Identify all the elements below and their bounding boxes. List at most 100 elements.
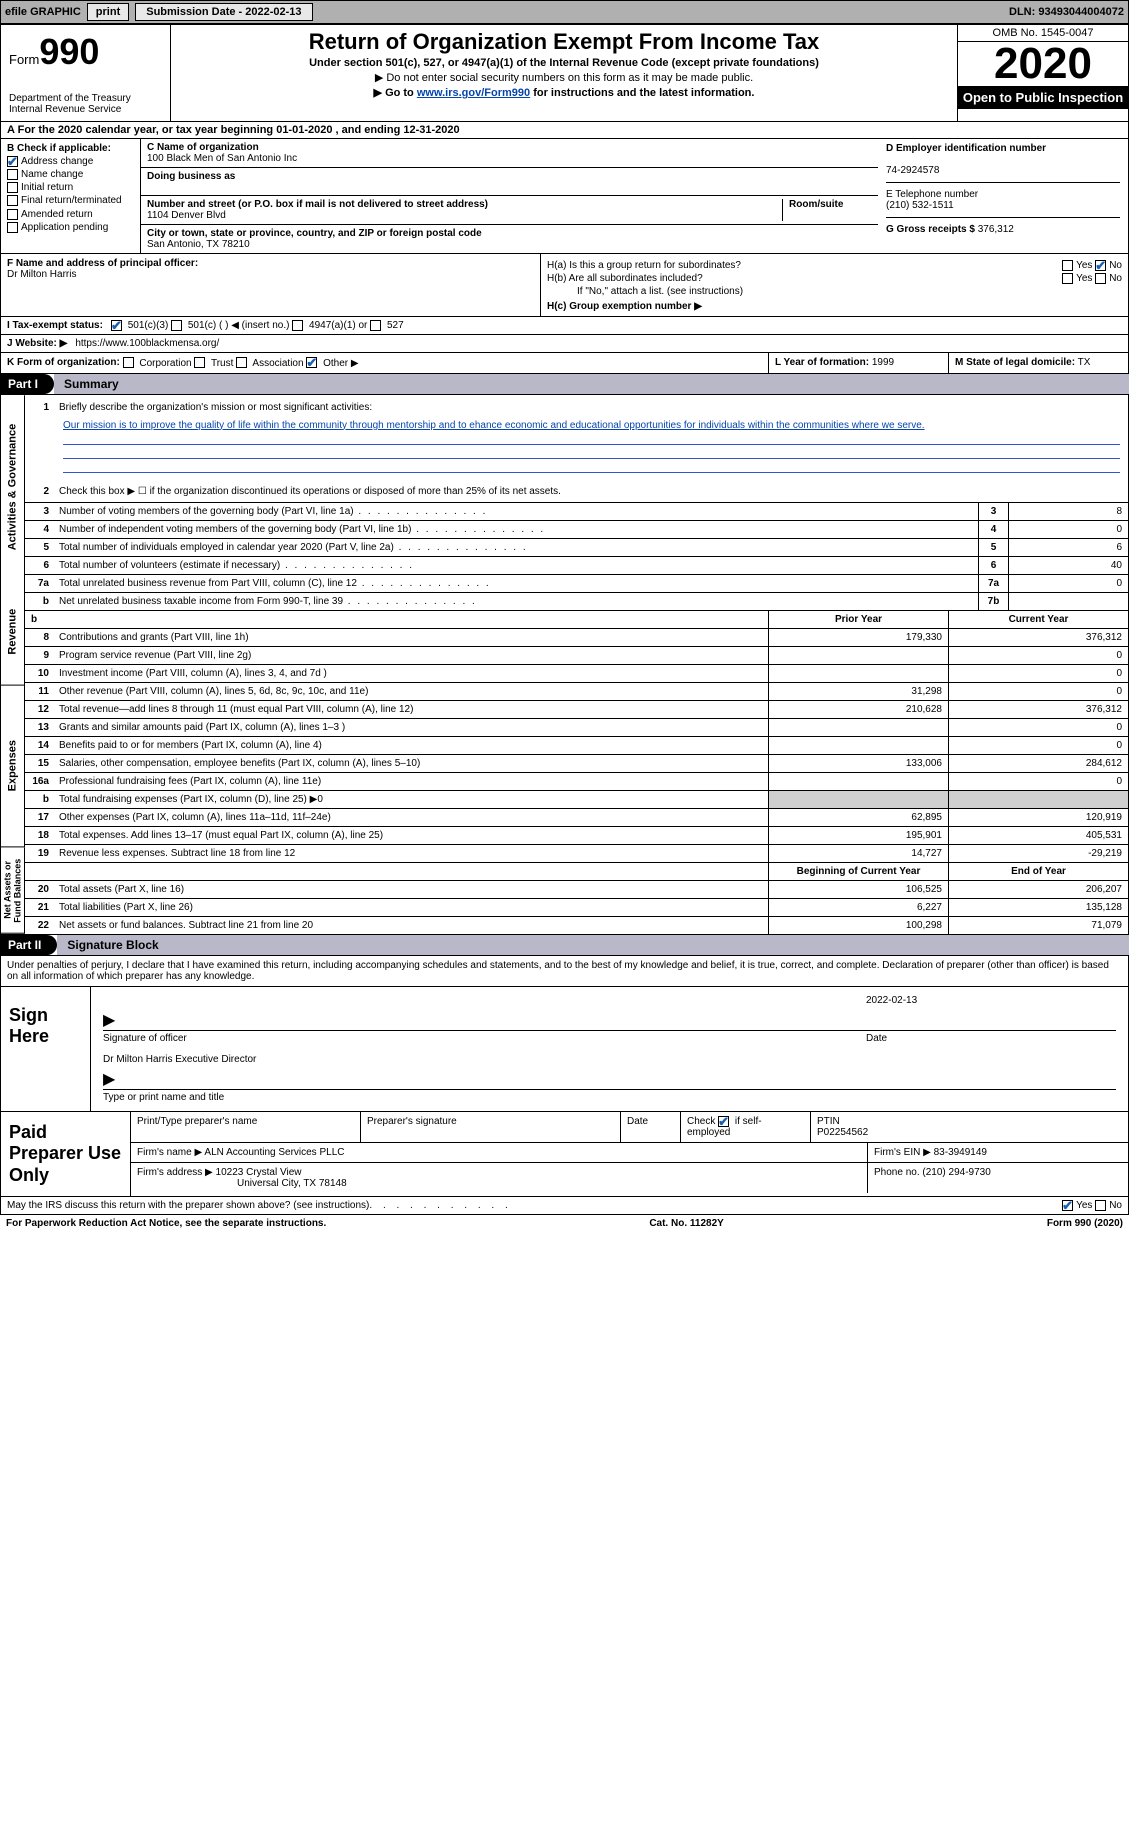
open-inspection: Open to Public Inspection — [958, 86, 1128, 109]
line-value: 40 — [1008, 557, 1128, 574]
line-text: Number of independent voting members of … — [55, 521, 978, 538]
gross-value: 376,312 — [978, 224, 1014, 235]
box-c: C Name of organization100 Black Men of S… — [141, 139, 878, 253]
sign-here-label: Sign Here — [1, 987, 91, 1111]
line-value: 6 — [1008, 539, 1128, 556]
side-governance: Activities & Governance — [1, 395, 25, 578]
current-value: 0 — [948, 665, 1128, 682]
print-button[interactable]: print — [87, 3, 129, 21]
prior-value: 179,330 — [768, 629, 948, 646]
ha-yes-checkbox[interactable] — [1062, 260, 1073, 271]
discuss-yes-checkbox[interactable] — [1062, 1200, 1073, 1211]
line-box: 5 — [978, 539, 1008, 556]
officer-printed-name: Dr Milton Harris Executive Director — [103, 1054, 1116, 1065]
form-footer: Form 990 (2020) — [1047, 1218, 1123, 1229]
form-org-checkbox[interactable] — [123, 357, 134, 368]
box-b-checkbox[interactable] — [7, 156, 18, 167]
line-2-text: Check this box ▶ ☐ if the organization d… — [55, 483, 1128, 500]
data-row: 10Investment income (Part VIII, column (… — [25, 664, 1128, 682]
dept-treasury: Department of the Treasury — [9, 93, 162, 104]
form-org-checkbox[interactable] — [306, 357, 317, 368]
box-b-item: Amended return — [7, 209, 134, 220]
ha-no-checkbox[interactable] — [1095, 260, 1106, 271]
mission-text: Our mission is to improve the quality of… — [63, 420, 925, 431]
current-value: 0 — [948, 647, 1128, 664]
subtitle-3: ▶ Go to www.irs.gov/Form990 for instruct… — [181, 86, 947, 99]
self-employed-checkbox[interactable] — [718, 1116, 729, 1127]
box-b-checkbox[interactable] — [7, 182, 18, 193]
addr-label: Number and street (or P.O. box if mail i… — [147, 199, 488, 210]
firm-name-cell: Firm's name ▶ ALN Accounting Services PL… — [131, 1143, 868, 1162]
current-value — [948, 791, 1128, 808]
current-value: 206,207 — [948, 881, 1128, 898]
header-left: Form990 Department of the Treasury Inter… — [1, 25, 171, 121]
part-1-header: Part I Summary — [0, 374, 1129, 394]
tax-status-checkbox[interactable] — [370, 320, 381, 331]
prior-value — [768, 791, 948, 808]
hb-label: H(b) Are all subordinates included? — [547, 273, 703, 284]
prior-value: 106,525 — [768, 881, 948, 898]
current-year-hdr: Current Year — [948, 611, 1128, 628]
prior-value: 14,727 — [768, 845, 948, 862]
form-org-checkbox[interactable] — [236, 357, 247, 368]
discuss-no-checkbox[interactable] — [1095, 1200, 1106, 1211]
box-b-title: B Check if applicable: — [7, 143, 134, 154]
line-num: 6 — [25, 557, 55, 574]
line-value: 8 — [1008, 503, 1128, 520]
firm-phone-cell: Phone no. (210) 294-9730 — [868, 1163, 1128, 1193]
sign-here-block: Sign Here 2022-02-13 ▶ Signature of offi… — [0, 986, 1129, 1112]
box-b-item: Initial return — [7, 182, 134, 193]
ptin-cell: PTINP02254562 — [811, 1112, 1128, 1142]
summary-content: 1 Briefly describe the organization's mi… — [25, 395, 1128, 934]
box-b-checkbox[interactable] — [7, 222, 18, 233]
form-org-checkbox[interactable] — [194, 357, 205, 368]
current-value: 405,531 — [948, 827, 1128, 844]
box-f: F Name and address of principal officer:… — [1, 254, 541, 316]
sig-officer-label: Signature of officer — [103, 1033, 866, 1044]
tax-status-label: I Tax-exempt status: — [7, 320, 103, 331]
current-value: 376,312 — [948, 701, 1128, 718]
data-row: 11Other revenue (Part VIII, column (A), … — [25, 682, 1128, 700]
rev-cols-header: b Prior Year Current Year — [25, 610, 1128, 628]
prior-value: 31,298 — [768, 683, 948, 700]
section-a-text: For the 2020 calendar year, or tax year … — [18, 124, 460, 136]
box-b-checkbox[interactable] — [7, 169, 18, 180]
line-box: 7b — [978, 593, 1008, 610]
current-value: 284,612 — [948, 755, 1128, 772]
irs-link[interactable]: www.irs.gov/Form990 — [417, 87, 530, 99]
mission-block: Our mission is to improve the quality of… — [25, 416, 1128, 481]
discuss-question: May the IRS discuss this return with the… — [7, 1200, 369, 1211]
part-1-body: Activities & Governance Revenue Expenses… — [0, 394, 1129, 935]
firm-addr-cell: Firm's address ▶ 10223 Crystal ViewUnive… — [131, 1163, 868, 1193]
line-text: Total unrelated business revenue from Pa… — [55, 575, 978, 592]
data-row: 21Total liabilities (Part X, line 26)6,2… — [25, 898, 1128, 916]
officer-label: F Name and address of principal officer: — [7, 258, 198, 269]
street-addr: 1104 Denver Blvd — [147, 210, 226, 221]
current-value: 0 — [948, 683, 1128, 700]
box-b-item: Name change — [7, 169, 134, 180]
firm-ein-cell: Firm's EIN ▶ 83-3949149 — [868, 1143, 1128, 1162]
line-box: 4 — [978, 521, 1008, 538]
part-2-header: Part II Signature Block — [0, 935, 1129, 955]
hb-no-checkbox[interactable] — [1095, 273, 1106, 284]
box-b-checkbox[interactable] — [7, 195, 18, 206]
current-value: 71,079 — [948, 917, 1128, 934]
goto-pre: ▶ Go to — [374, 87, 417, 99]
year-formation-label: L Year of formation: — [775, 357, 869, 368]
line-1-num: 1 — [25, 399, 55, 416]
box-b-checkbox[interactable] — [7, 209, 18, 220]
tax-status-checkbox[interactable] — [171, 320, 182, 331]
top-bar: efile GRAPHIC print Submission Date - 20… — [0, 0, 1129, 24]
paid-preparer-label: Paid Preparer Use Only — [1, 1112, 131, 1197]
tax-status-checkbox[interactable] — [292, 320, 303, 331]
subtitle-2: ▶ Do not enter social security numbers o… — [181, 71, 947, 84]
side-revenue: Revenue — [1, 578, 25, 686]
hb-yes-checkbox[interactable] — [1062, 273, 1073, 284]
data-row: bTotal fundraising expenses (Part IX, co… — [25, 790, 1128, 808]
perjury-declaration: Under penalties of perjury, I declare th… — [0, 955, 1129, 986]
prior-value: 62,895 — [768, 809, 948, 826]
end-year-hdr: End of Year — [948, 863, 1128, 880]
box-d: D Employer identification number74-29245… — [878, 139, 1128, 253]
data-row: 9Program service revenue (Part VIII, lin… — [25, 646, 1128, 664]
tax-status-checkbox[interactable] — [111, 320, 122, 331]
